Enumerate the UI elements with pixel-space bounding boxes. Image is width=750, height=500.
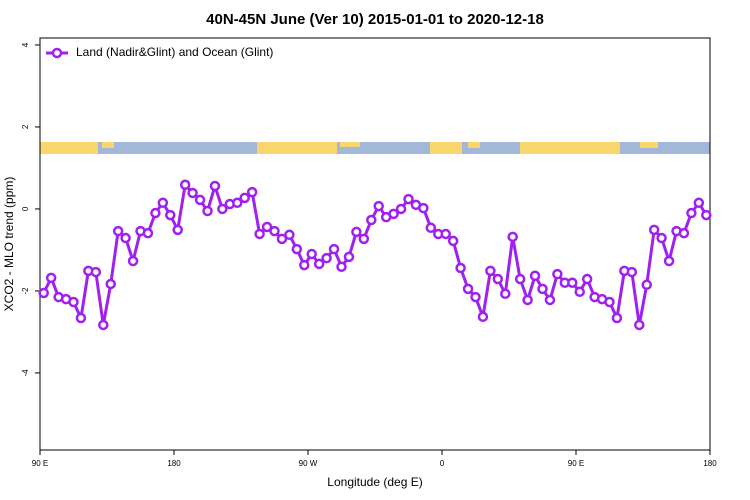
surface-strip xyxy=(40,142,710,154)
point xyxy=(514,273,526,285)
y-tick-label: 0 xyxy=(21,206,30,211)
point xyxy=(112,225,124,237)
point xyxy=(351,226,362,238)
point xyxy=(202,205,213,217)
point xyxy=(142,227,154,239)
point xyxy=(75,312,87,324)
point xyxy=(343,251,355,263)
point xyxy=(701,209,712,221)
point xyxy=(68,296,79,308)
y-axis-label: XCO2 - MLO trend (ppm) xyxy=(2,177,16,312)
point xyxy=(328,243,340,255)
point xyxy=(291,243,303,255)
point xyxy=(567,277,578,288)
legend-label: Land (Nadir&Glint) and Ocean (Glint) xyxy=(76,45,273,59)
point xyxy=(358,233,370,245)
point xyxy=(209,180,221,192)
point xyxy=(187,187,198,199)
point xyxy=(678,227,690,239)
point xyxy=(313,258,325,270)
point xyxy=(581,273,593,285)
point xyxy=(38,287,49,299)
point xyxy=(217,203,228,215)
point xyxy=(455,262,466,274)
point xyxy=(537,283,548,295)
point xyxy=(641,279,652,291)
point xyxy=(470,291,481,303)
point xyxy=(194,194,206,206)
point xyxy=(656,232,667,244)
point xyxy=(321,252,332,264)
point xyxy=(492,273,504,285)
point xyxy=(447,235,459,247)
point xyxy=(634,319,645,331)
legend-marker xyxy=(51,47,63,59)
point xyxy=(425,222,437,234)
point xyxy=(395,203,407,215)
x-tick-label: 90 W xyxy=(299,459,318,468)
point xyxy=(299,259,310,271)
point xyxy=(98,319,109,331)
point xyxy=(388,208,399,220)
point xyxy=(552,268,563,280)
point xyxy=(269,225,280,237)
point xyxy=(157,197,169,209)
point xyxy=(440,228,451,240)
y-tick-label: 2 xyxy=(21,124,30,129)
x-tick-label: 180 xyxy=(167,459,181,468)
point xyxy=(284,229,295,241)
point xyxy=(485,265,496,277)
point xyxy=(179,179,191,191)
point xyxy=(261,221,273,233)
point xyxy=(611,312,623,324)
point xyxy=(246,186,258,198)
x-axis-label: Longitude (deg E) xyxy=(327,475,422,489)
y-tick-label: -4 xyxy=(21,369,30,377)
point xyxy=(105,278,116,290)
point xyxy=(165,209,176,221)
x-tick-label: 90 E xyxy=(32,459,48,468)
point xyxy=(306,248,317,260)
point xyxy=(626,266,638,278)
point xyxy=(254,228,265,240)
point xyxy=(686,207,697,219)
point xyxy=(648,224,660,236)
point xyxy=(172,224,183,236)
x-tick-label: 180 xyxy=(703,459,717,468)
point xyxy=(574,286,585,298)
point xyxy=(239,192,250,204)
point xyxy=(276,233,288,245)
point xyxy=(403,193,414,205)
point xyxy=(507,231,518,243)
x-tick-label: 90 E xyxy=(568,459,584,468)
x-tick-label: 0 xyxy=(440,459,445,468)
point xyxy=(522,294,533,306)
point xyxy=(500,288,511,300)
point xyxy=(45,272,57,284)
point xyxy=(477,311,489,323)
point xyxy=(529,270,541,282)
y-tick-label: 4 xyxy=(21,42,30,47)
point xyxy=(127,255,139,267)
point xyxy=(693,197,705,209)
point xyxy=(604,296,615,308)
point xyxy=(150,207,161,219)
point xyxy=(418,202,429,214)
plot-frame xyxy=(39,37,711,451)
point xyxy=(544,294,556,306)
point xyxy=(462,283,474,295)
point xyxy=(90,266,102,278)
point xyxy=(232,197,243,209)
point xyxy=(120,232,131,244)
point xyxy=(373,200,384,212)
point xyxy=(366,214,377,226)
point xyxy=(663,255,675,267)
point xyxy=(336,261,347,273)
y-tick-label: -2 xyxy=(21,287,30,295)
chart-title: 40N-45N June (Ver 10) 2015-01-01 to 2020… xyxy=(206,11,544,28)
